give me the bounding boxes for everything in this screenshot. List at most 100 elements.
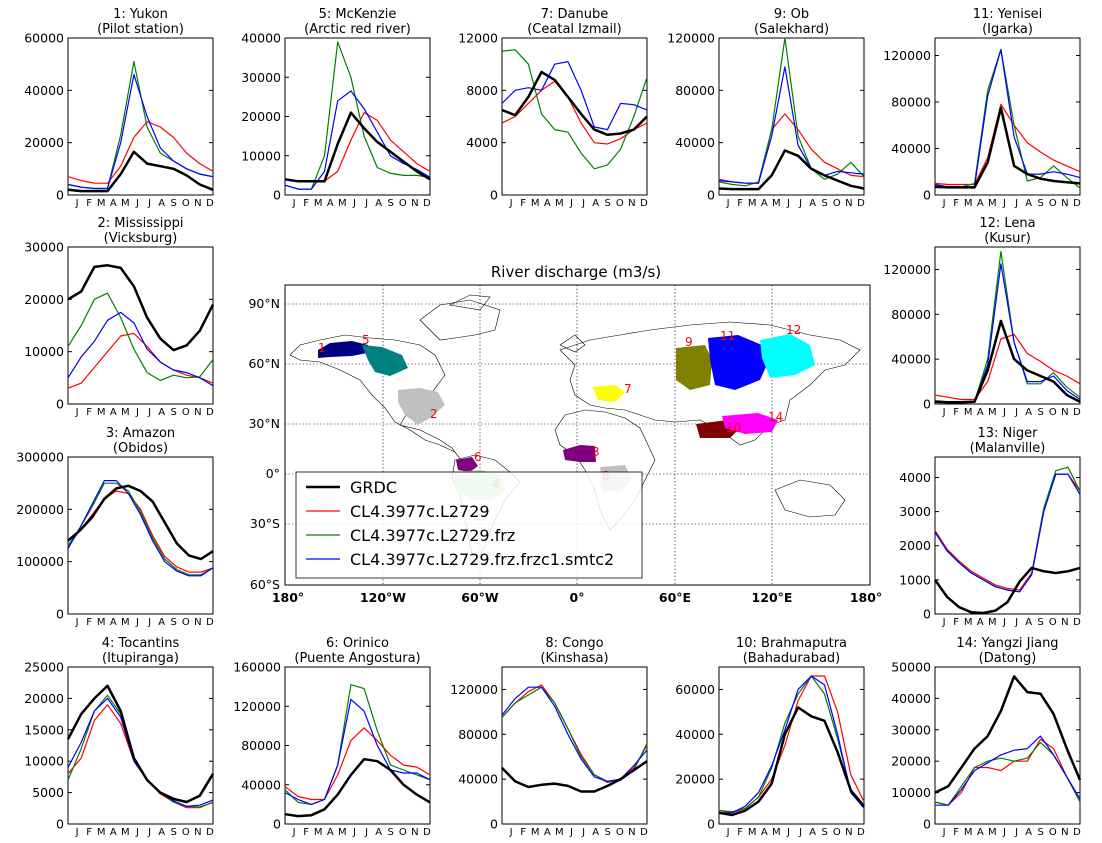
lon-label: 60°E	[659, 590, 691, 605]
month-label: A	[375, 198, 382, 209]
panel-subtitle: (Malanville)	[970, 441, 1046, 456]
series-line	[284, 684, 431, 805]
series-line	[67, 694, 214, 808]
month-label: A	[1025, 827, 1032, 838]
series-line	[67, 121, 214, 184]
panel-frame	[934, 666, 1081, 825]
basin-5	[362, 345, 408, 376]
y-tick-label: 0	[923, 607, 931, 622]
legend-label: GRDC	[350, 478, 397, 497]
month-label: M	[531, 827, 540, 838]
panel-frame	[284, 37, 431, 196]
month-label: J	[942, 407, 946, 418]
month-label: J	[786, 198, 790, 209]
month-label: D	[423, 827, 431, 838]
panel-yukon: 1: Yukon(Pilot station) 0 20000 40000 60000 J…	[24, 7, 214, 209]
month-label: O	[833, 827, 841, 838]
month-label: M	[964, 407, 973, 418]
month-label: J	[1002, 617, 1006, 628]
month-label: A	[327, 827, 334, 838]
month-label: A	[977, 198, 984, 209]
y-tick-label: 0	[490, 817, 498, 832]
y-tick-label: 300000	[16, 450, 64, 465]
panel-subtitle: (Vicksburg)	[104, 231, 178, 246]
month-label: N	[1061, 617, 1068, 628]
month-label: D	[857, 827, 865, 838]
month-label: M	[988, 617, 997, 628]
series-line	[718, 37, 865, 187]
month-label: M	[964, 827, 973, 838]
y-tick-label: 120000	[450, 682, 498, 697]
month-label: J	[786, 827, 790, 838]
month-label: A	[544, 198, 551, 209]
month-label: S	[171, 407, 177, 418]
month-label: M	[772, 827, 781, 838]
y-tick-label: 80000	[891, 94, 931, 109]
month-label: M	[555, 827, 564, 838]
legend-label: CL4.3977c.L2729.frz.frzc1.smtc2	[350, 550, 614, 569]
month-label: S	[822, 198, 828, 209]
month-label: M	[555, 198, 564, 209]
y-tick-label: 100000	[16, 554, 64, 569]
month-label: F	[737, 827, 743, 838]
panel-title: 1: Yukon	[113, 7, 168, 22]
series-line	[934, 473, 1081, 593]
month-label: F	[86, 198, 92, 209]
legend-label: CL4.3977c.L2729.frz	[350, 526, 515, 545]
y-tick-label: 0	[56, 817, 64, 832]
month-label: S	[1038, 407, 1044, 418]
basin-number: 2	[430, 407, 438, 421]
month-label: O	[616, 198, 624, 209]
month-label: S	[171, 617, 177, 628]
series-line	[501, 70, 648, 137]
series-line	[934, 250, 1081, 403]
month-label: J	[364, 198, 368, 209]
month-label: N	[628, 827, 635, 838]
month-label: F	[953, 407, 959, 418]
panel-frame	[934, 246, 1081, 405]
series-line	[934, 738, 1081, 806]
month-label: N	[1061, 407, 1068, 418]
y-tick-label: 12000	[458, 31, 498, 46]
series-line	[284, 112, 431, 182]
month-label: A	[158, 407, 165, 418]
month-label: A	[1025, 198, 1032, 209]
lat-label: 30°N	[248, 416, 280, 431]
month-label: F	[953, 198, 959, 209]
month-label: J	[147, 617, 151, 628]
month-label: O	[833, 198, 841, 209]
month-label: A	[158, 827, 165, 838]
basin-number: 1	[318, 341, 326, 355]
y-tick-label: 20000	[24, 135, 64, 150]
month-label: M	[121, 827, 130, 838]
y-tick-label: 8000	[466, 83, 498, 98]
basin-number: 3	[592, 445, 600, 459]
panel-subtitle: (Arctic red river)	[304, 22, 411, 37]
panel-subtitle: (Kusur)	[984, 231, 1031, 246]
series-line	[67, 484, 214, 561]
month-label: A	[761, 827, 768, 838]
y-tick-label: 10000	[24, 754, 64, 769]
panel-title: 6: Orinico	[326, 636, 389, 651]
month-label: A	[375, 827, 382, 838]
y-tick-label: 4000	[899, 470, 931, 485]
month-label: A	[544, 827, 551, 838]
map-panel: River discharge (m3/s)	[248, 263, 882, 605]
y-tick-label: 30000	[891, 722, 931, 737]
basin-6	[456, 457, 478, 472]
lat-label: 30°S	[250, 516, 280, 531]
month-label: D	[206, 407, 214, 418]
month-label: M	[338, 827, 347, 838]
series-line	[718, 675, 865, 814]
month-label: O	[182, 827, 190, 838]
series-line	[934, 263, 1081, 403]
month-label: J	[942, 198, 946, 209]
month-label: M	[988, 827, 997, 838]
month-label: J	[569, 198, 573, 209]
series-line	[501, 61, 648, 131]
month-label: A	[158, 198, 165, 209]
month-label: A	[809, 827, 816, 838]
